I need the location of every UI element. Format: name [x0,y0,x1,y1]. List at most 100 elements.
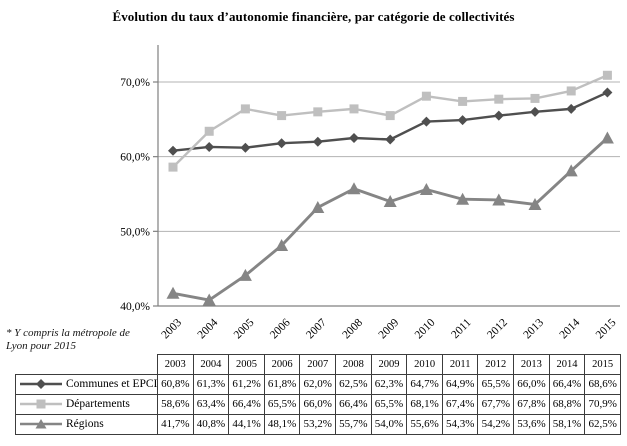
value-cell: 54,3% [441,413,479,435]
series-1-marker [277,111,287,121]
value-cell: 53,6% [513,413,550,435]
x-tick-label: 2003 [159,316,184,341]
svg-text:2011: 2011 [449,316,474,341]
x-tick-label: 2015 [594,316,619,341]
page-title: Évolution du taux d’autonomie financière… [112,9,515,24]
year-header-cell: 2013 [513,354,550,375]
legend-label: Départements [66,398,130,410]
series-2-marker [275,239,289,252]
value-cell: 54,0% [370,413,408,435]
series-0-marker [276,138,287,149]
legend-cell: Départements [15,393,158,415]
series-0-marker [421,116,432,127]
series-1-marker [349,104,359,114]
value-cell: 68,8% [548,393,586,415]
series-1-marker [421,91,431,101]
series-2-marker [347,182,361,195]
series-0-marker [566,103,577,114]
series-2-marker [383,194,397,207]
x-tick-label: 2008 [340,316,365,341]
value-cell: 40,8% [192,413,230,435]
year-header-cell: 2004 [192,354,230,375]
value-cell: 67,4% [441,393,479,415]
value-cell: 65,5% [477,373,515,395]
series-0-marker [602,87,613,98]
series-1-marker [240,104,250,114]
series-0-marker [349,132,359,143]
x-tick-label: 2004 [196,316,221,341]
svg-text:2015: 2015 [594,316,619,341]
year-header-cell: 2005 [228,354,265,375]
svg-text:2013: 2013 [521,316,546,341]
series-0-marker [240,142,251,153]
table-row: Départements 58,6% 63,4% 66,4% 65,5% 66,0% 66,… [15,393,621,415]
value-cell: 53,2% [299,413,337,435]
value-cell: 64,9% [441,373,479,395]
x-tick-label: 2013 [521,316,546,341]
series-2-marker [419,183,433,196]
year-header-cell: 2014 [548,354,586,375]
legend-cell: Régions [15,413,158,435]
value-cell: 44,1% [228,413,265,435]
year-header-cell: 2007 [299,354,337,375]
value-cell: 62,5% [584,413,621,435]
series-0-marker [385,134,396,145]
value-cell: 61,8% [263,373,301,395]
table-corner-blank [16,355,158,375]
series-1-marker [313,107,323,117]
year-header-cell: 2010 [406,354,443,375]
svg-text:2012: 2012 [485,316,510,341]
footnote: * Y compris la métropole de Lyon pour 20… [6,327,130,353]
year-header-cell: 2003 [157,354,194,375]
year-header-cell: 2009 [370,354,408,375]
y-tick-label: 40,0% [120,301,150,313]
x-tick-label: 2012 [485,316,510,341]
series-0-marker [457,115,468,126]
value-cell: 61,3% [192,373,230,395]
series-0-marker [204,141,215,152]
series-line-2 [172,136,609,302]
svg-text:2003: 2003 [159,316,184,341]
series-line-1 [172,74,608,168]
svg-text:2004: 2004 [196,316,221,341]
x-tick-label: 2007 [304,316,329,341]
x-tick-label: 2005 [232,316,257,341]
legend-cell: Communes et EPCI* [15,373,158,395]
svg-text:2007: 2007 [304,316,329,341]
value-cell: 62,0% [299,373,337,395]
svg-text:2010: 2010 [413,316,438,341]
value-cell: 70,9% [584,393,621,415]
series-2-marker [528,197,542,210]
value-cell: 64,7% [406,373,443,395]
x-tick-label: 2006 [268,316,293,341]
series-0-marker [312,136,323,147]
value-cell: 67,7% [477,393,515,415]
table-row: Régions 41,7% 40,8% 44,1% 48,1% 53,2% 55,7% 54,… [15,413,621,435]
series-2-marker [311,200,325,213]
series-2-marker [238,268,252,281]
series-2-marker [456,192,470,205]
square-marker-icon [20,399,62,409]
value-cell: 55,6% [406,413,443,435]
series-1-marker [385,111,395,121]
series-2-marker [202,293,216,306]
series-1-marker [458,96,468,106]
x-tick-label: 2009 [377,316,402,341]
x-tick-label: 2011 [449,316,474,341]
value-cell: 58,6% [157,393,194,415]
x-tick-label: 2014 [558,316,583,341]
value-cell: 65,5% [370,393,408,415]
value-cell: 66,4% [228,393,265,415]
y-tick-label: 50,0% [120,226,150,238]
series-1-marker [494,94,504,104]
svg-text:2005: 2005 [232,316,257,341]
series-2-marker [166,286,180,299]
value-cell: 62,3% [370,373,408,395]
series-2-marker [492,193,506,206]
legend-label: Régions [66,418,104,430]
value-cell: 66,0% [299,393,337,415]
x-tick-label: 2010 [413,316,438,341]
series-0-marker [530,106,540,117]
y-tick-label: 70,0% [120,77,150,89]
value-cell: 67,8% [513,393,550,415]
